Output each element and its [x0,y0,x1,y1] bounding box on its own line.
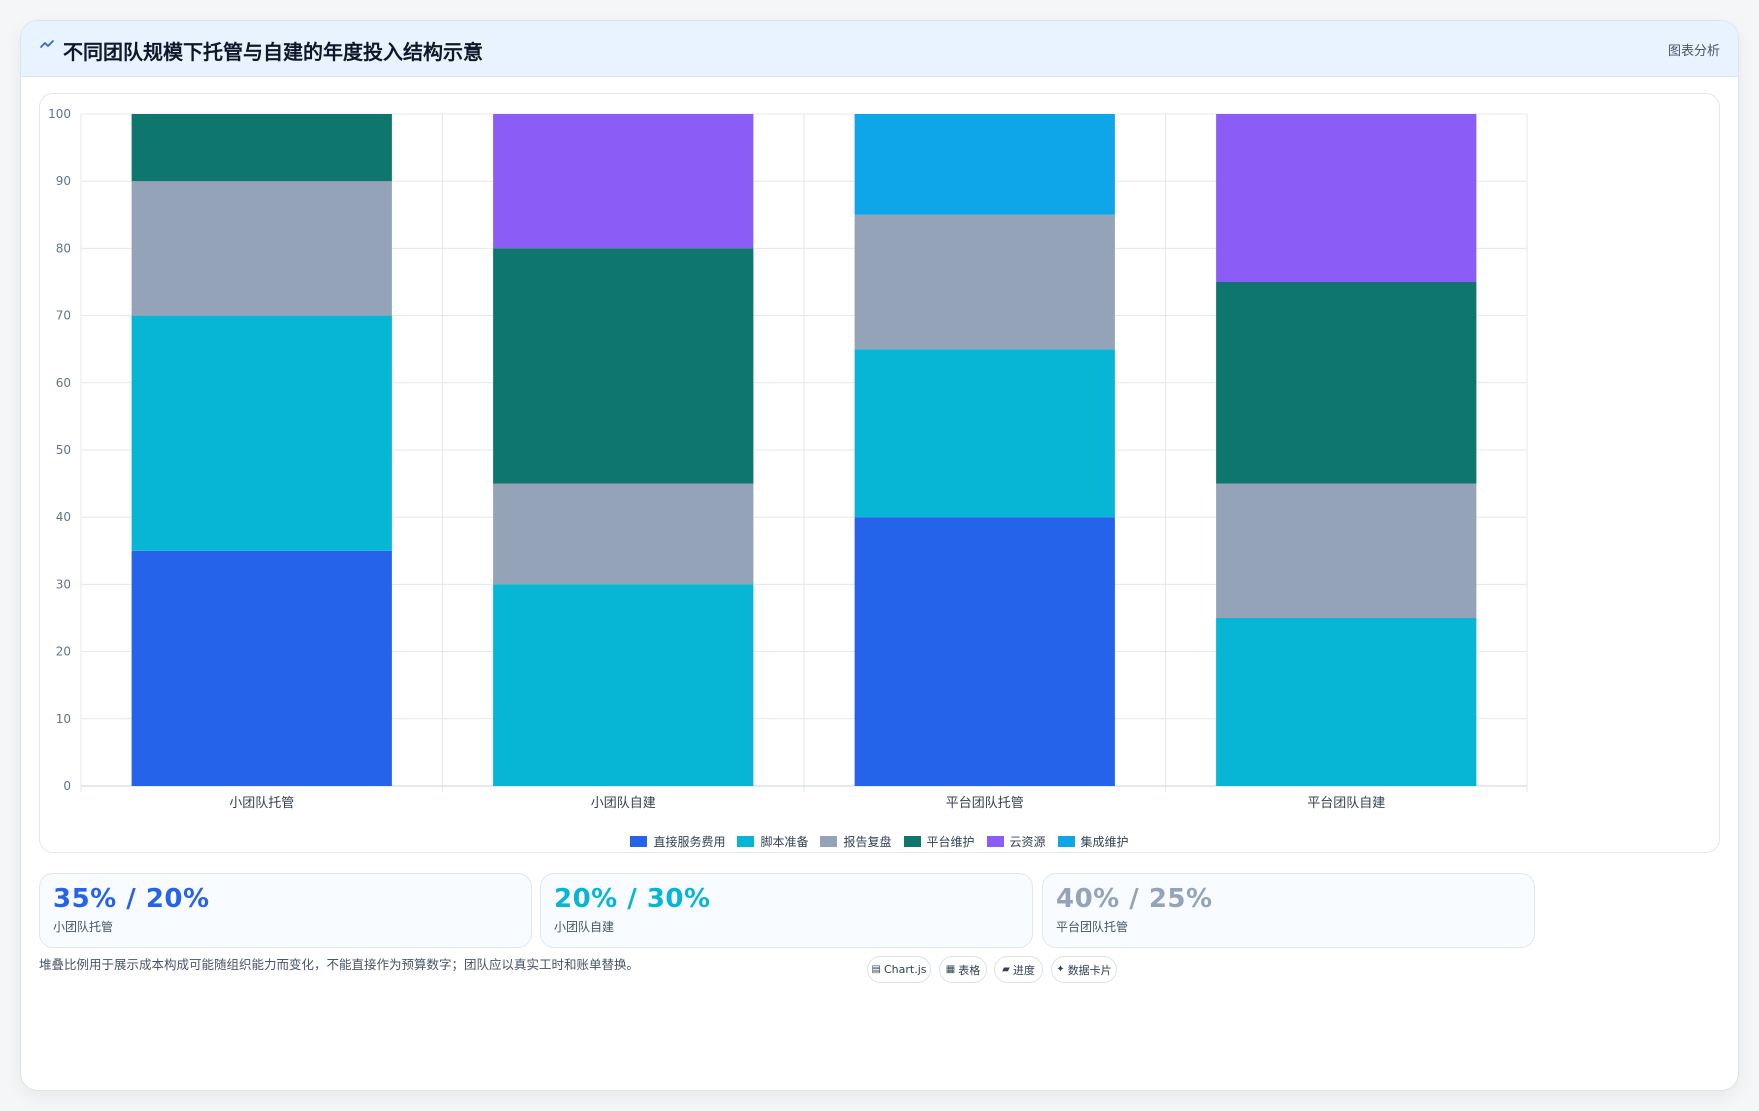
stat-card-platform-hosted: 40% / 25% 平台团队托管 [1042,873,1535,948]
stat-label: 平台团队托管 [1056,920,1129,934]
legend-swatch [903,836,921,847]
tag-label: 数据卡片 [1067,963,1112,977]
legend-swatch [737,836,755,847]
tag-label: 表格 [958,963,981,977]
x-category-label: 平台团队自建 [1307,796,1385,811]
bar-segment [131,181,392,316]
legend-item[interactable]: 云资源 [986,833,1046,850]
stat-value: 20% / 30% [554,884,711,914]
y-tick-label: 10 [56,712,71,726]
tag-label: 进度 [1012,963,1035,977]
legend-item[interactable]: 直接服务费用 [630,833,725,850]
chart-panel: 不同团队规模下托管与自建的年度投入结构示意 图表分析 0 10 20 30 40 50 60… [20,20,1739,1091]
legend-label: 平台维护 [926,835,975,849]
stat-card-small-self-built: 20% / 30% 小团队自建 [540,873,1033,948]
y-tick-label: 70 [56,309,71,323]
legend-swatch [986,836,1004,847]
chart-analysis-link[interactable]: 图表分析 [1667,44,1720,59]
bar-segment [854,349,1115,518]
y-tick-label: 60 [56,376,71,390]
y-tick-label: 80 [56,241,71,255]
x-category-label: 小团队自建 [591,796,656,811]
y-tick-label: 50 [56,443,71,457]
progress-icon: ▰ [1002,964,1010,975]
bar-segment [131,550,392,786]
tag-label: Chart.js [883,963,927,976]
bar-segment [1216,483,1477,618]
y-tick-label: 100 [48,107,71,121]
bar-segment [131,315,392,551]
stat-card-small-hosted: 35% / 20% 小团队托管 [39,873,532,948]
chart-line-icon [40,40,54,48]
legend-label: 云资源 [1009,835,1046,849]
sparkle-icon: ✦ [1056,964,1065,975]
legend-swatch [630,836,648,847]
y-tick-label: 0 [63,779,71,793]
stat-label: 小团队自建 [554,920,615,934]
chart-card: 0 10 20 30 40 50 60 70 80 90 100 小团队托管 小团队自建 平台团队托管 平台… [39,93,1720,853]
tag-chartjs[interactable]: ▤ Chart.js [867,956,931,983]
tag-progress[interactable]: ▰ 进度 [994,956,1043,983]
bar-segment [1216,114,1477,282]
x-category-label: 平台团队托管 [946,796,1024,811]
chart-icon: ▤ [871,964,881,975]
bar-segment [1216,618,1477,786]
bar-segment [854,517,1115,786]
legend-swatch [820,836,838,847]
legend-label: 报告复盘 [843,835,892,849]
legend-swatch [1057,836,1075,847]
bar-segment [1216,282,1477,484]
stat-label: 小团队托管 [53,920,114,934]
bar-segment [854,114,1115,215]
stat-value: 40% / 25% [1056,884,1213,914]
y-tick-label: 40 [56,510,71,524]
y-tick-label: 20 [56,645,71,659]
stacked-bar-chart: 0 10 20 30 40 50 60 70 80 90 100 小团队托管 小团队自建 平台团队托管 平台… [48,107,1528,811]
chart-title: 不同团队规模下托管与自建的年度投入结构示意 [63,40,483,64]
tag-data-card[interactable]: ✦ 数据卡片 [1051,956,1117,983]
bar-segment [493,248,754,484]
tag-table[interactable]: ▦ 表格 [939,956,987,983]
bar-segment [854,214,1115,350]
legend-item[interactable]: 集成维护 [1057,833,1129,850]
x-category-label: 小团队托管 [229,796,294,811]
legend-label: 直接服务费用 [653,835,726,849]
bar-segment [493,114,754,249]
legend-item[interactable]: 平台维护 [903,833,975,850]
stat-value: 35% / 20% [53,884,210,914]
chart-legend: 直接服务费用 脚本准备 报告复盘 平台维护 云资源 集成维护 [21,833,1738,850]
y-tick-label: 90 [56,174,71,188]
y-tick-label: 30 [56,577,71,591]
legend-label: 脚本准备 [760,835,809,849]
chart-footnote: 堆叠比例用于展示成本构成可能随组织能力而变化，不能直接作为预算数字；团队应以真实… [39,957,640,972]
bar-segment [493,483,754,585]
bar-segment [493,584,754,786]
legend-item[interactable]: 脚本准备 [737,833,808,850]
bar-segment [131,114,392,182]
legend-label: 集成维护 [1080,835,1129,849]
legend-item[interactable]: 报告复盘 [820,833,892,850]
panel-header: 不同团队规模下托管与自建的年度投入结构示意 图表分析 [21,21,1738,77]
table-icon: ▦ [945,964,956,975]
